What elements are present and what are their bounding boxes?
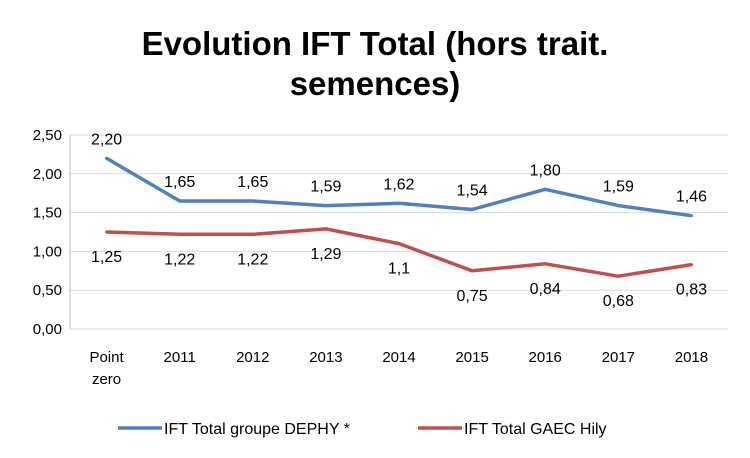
- y-tick-label: 2,00: [33, 166, 62, 183]
- data-label: 1,46: [676, 189, 707, 206]
- data-point: [689, 214, 693, 218]
- x-tick-label: zero: [92, 371, 121, 388]
- data-point: [324, 227, 328, 231]
- data-point: [470, 269, 474, 273]
- data-label: 1,80: [530, 162, 561, 179]
- chart-series: [105, 156, 693, 278]
- y-tick-label: 0,50: [33, 282, 62, 299]
- data-point: [397, 201, 401, 205]
- data-label: 1,65: [237, 174, 268, 191]
- x-tick-label: 2018: [675, 349, 708, 366]
- data-label: 1,22: [164, 251, 195, 268]
- chart-title-line: semences): [290, 65, 461, 102]
- data-point: [543, 187, 547, 191]
- data-label: 1,59: [603, 179, 634, 196]
- y-axis: 0,00 0,50 1,00 1,50 2,00 2,50: [33, 127, 71, 338]
- data-point: [397, 242, 401, 246]
- data-point: [105, 230, 109, 234]
- data-label: 0,75: [457, 288, 488, 305]
- x-tick-label: 2011: [164, 349, 196, 366]
- data-point: [689, 263, 693, 267]
- data-label: 1,54: [457, 182, 488, 199]
- data-point: [105, 156, 109, 160]
- legend-label: IFT Total GAEC Hily: [464, 421, 607, 438]
- data-label: 0,83: [676, 282, 707, 299]
- data-label: 0,68: [603, 293, 634, 310]
- data-label: 1,1: [388, 261, 410, 278]
- x-tick-label: 2014: [382, 349, 415, 366]
- x-tick-label: 2017: [602, 349, 635, 366]
- data-label: 1,29: [310, 246, 341, 263]
- data-label: 1,59: [310, 179, 341, 196]
- data-point: [616, 204, 620, 208]
- x-tick-label: 2016: [529, 349, 562, 366]
- data-label: 1,65: [164, 174, 195, 191]
- data-label: 1,62: [383, 176, 414, 193]
- y-tick-label: 2,50: [33, 127, 62, 144]
- x-tick-label: 2012: [236, 349, 269, 366]
- data-label: 0,84: [530, 281, 561, 298]
- y-tick-label: 1,50: [33, 205, 62, 222]
- data-point: [251, 232, 255, 236]
- x-tick-label: Point: [89, 349, 124, 366]
- y-tick-label: 1,00: [33, 243, 62, 260]
- data-label: 1,22: [237, 251, 268, 268]
- data-point: [470, 207, 474, 211]
- chart-legend: IFT Total groupe DEPHY * IFT Total GAEC H…: [118, 421, 607, 438]
- data-labels: 2,20 1,65 1,65 1,59 1,62 1,54 1,80 1,59 1,46 1,25…: [91, 131, 707, 310]
- data-point: [543, 262, 547, 266]
- data-point: [324, 204, 328, 208]
- data-label: 2,20: [91, 131, 122, 148]
- data-point: [251, 199, 255, 203]
- y-tick-label: 0,00: [33, 321, 62, 338]
- x-axis: Point zero 2011 2012 2013 2014 2015 2016 2017 201…: [89, 349, 708, 388]
- x-tick-label: 2015: [455, 349, 488, 366]
- data-point: [178, 232, 182, 236]
- data-point: [178, 199, 182, 203]
- chart-gridlines: [70, 134, 728, 330]
- data-point: [616, 274, 620, 278]
- x-tick-label: 2013: [309, 349, 342, 366]
- data-label: 1,25: [91, 249, 122, 266]
- chart-title-line: Evolution IFT Total (hors trait.: [142, 25, 609, 62]
- chart-title: Evolution IFT Total (hors trait.semences…: [142, 25, 609, 102]
- legend-label: IFT Total groupe DEPHY *: [164, 421, 350, 438]
